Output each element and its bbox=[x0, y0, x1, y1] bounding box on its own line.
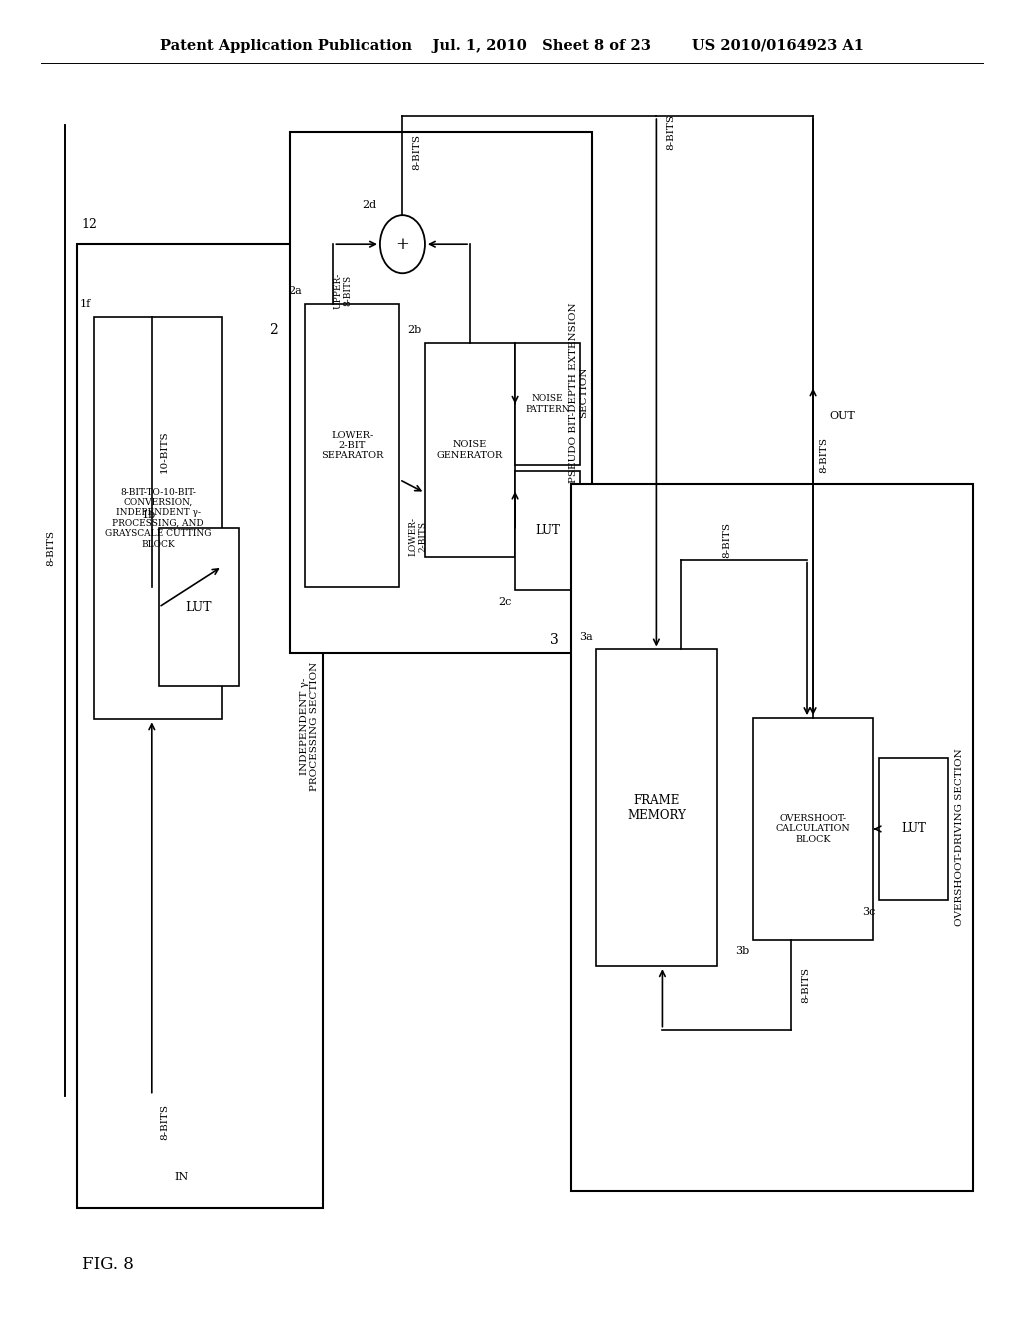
Text: FRAME
MEMORY: FRAME MEMORY bbox=[627, 793, 686, 822]
Text: NOISE
GENERATOR: NOISE GENERATOR bbox=[437, 441, 503, 459]
Bar bbox=[159, 528, 239, 686]
Text: NOISE
PATTERN: NOISE PATTERN bbox=[525, 395, 569, 413]
Text: UPPER-
8-BITS: UPPER- 8-BITS bbox=[334, 272, 352, 309]
Text: 8-BITS: 8-BITS bbox=[160, 1104, 169, 1140]
Text: 8-BITS: 8-BITS bbox=[667, 114, 676, 150]
Bar bbox=[305, 304, 399, 587]
Text: 2b: 2b bbox=[408, 325, 422, 335]
Bar bbox=[425, 343, 515, 557]
Bar bbox=[94, 317, 222, 719]
Bar bbox=[571, 484, 973, 1191]
Text: 3b: 3b bbox=[735, 946, 750, 957]
Bar bbox=[290, 132, 592, 653]
Text: 8-BITS: 8-BITS bbox=[413, 135, 422, 170]
Text: 2d: 2d bbox=[362, 199, 377, 210]
Text: OVERSHOOT-DRIVING SECTION: OVERSHOOT-DRIVING SECTION bbox=[955, 748, 964, 927]
Text: LOWER-
2-BITS: LOWER- 2-BITS bbox=[409, 517, 427, 556]
Text: IN: IN bbox=[174, 1172, 188, 1183]
Text: 8-BITS: 8-BITS bbox=[802, 966, 811, 1003]
Bar bbox=[77, 244, 323, 1208]
Text: 8-BITS: 8-BITS bbox=[819, 437, 828, 474]
Text: LUT: LUT bbox=[535, 524, 560, 537]
Text: INDEPENDENT γ-
PROCESSING SECTION: INDEPENDENT γ- PROCESSING SECTION bbox=[300, 661, 318, 791]
Text: 3: 3 bbox=[550, 632, 559, 647]
Text: 3a: 3a bbox=[580, 631, 593, 642]
Text: LUT: LUT bbox=[901, 822, 926, 836]
Text: 1b: 1b bbox=[141, 510, 156, 520]
Text: 8-BITS: 8-BITS bbox=[47, 529, 55, 566]
Text: 1f: 1f bbox=[80, 298, 91, 309]
Bar bbox=[879, 758, 948, 900]
Text: +: + bbox=[395, 236, 410, 252]
Text: Patent Application Publication    Jul. 1, 2010   Sheet 8 of 23        US 2010/01: Patent Application Publication Jul. 1, 2… bbox=[160, 40, 864, 53]
Text: PSEUDO BIT-DEPTH EXTENSION
SECTION: PSEUDO BIT-DEPTH EXTENSION SECTION bbox=[569, 302, 588, 483]
Text: FIG. 8: FIG. 8 bbox=[82, 1257, 133, 1272]
Text: 2c: 2c bbox=[499, 597, 512, 607]
Text: LOWER-
2-BIT
SEPARATOR: LOWER- 2-BIT SEPARATOR bbox=[322, 430, 383, 461]
Bar bbox=[515, 471, 580, 590]
Bar bbox=[753, 718, 873, 940]
Text: 8-BITS: 8-BITS bbox=[722, 521, 731, 558]
Text: 2: 2 bbox=[268, 323, 278, 337]
Text: 12: 12 bbox=[82, 218, 98, 231]
Text: 10-BITS: 10-BITS bbox=[160, 430, 169, 474]
Text: 2a: 2a bbox=[289, 285, 302, 296]
Bar bbox=[515, 343, 580, 465]
Text: OUT: OUT bbox=[829, 411, 855, 421]
Bar bbox=[596, 649, 717, 966]
Text: LUT: LUT bbox=[185, 601, 212, 614]
Text: 3c: 3c bbox=[862, 907, 876, 917]
Text: OVERSHOOT-
CALCULATION
BLOCK: OVERSHOOT- CALCULATION BLOCK bbox=[776, 814, 850, 843]
Text: 8-BIT-TO-10-BIT-
CONVERSION,
INDEPENDENT γ-
PROCESSING, AND
GRAYSCALE CUTTING
BL: 8-BIT-TO-10-BIT- CONVERSION, INDEPENDENT… bbox=[104, 487, 212, 549]
